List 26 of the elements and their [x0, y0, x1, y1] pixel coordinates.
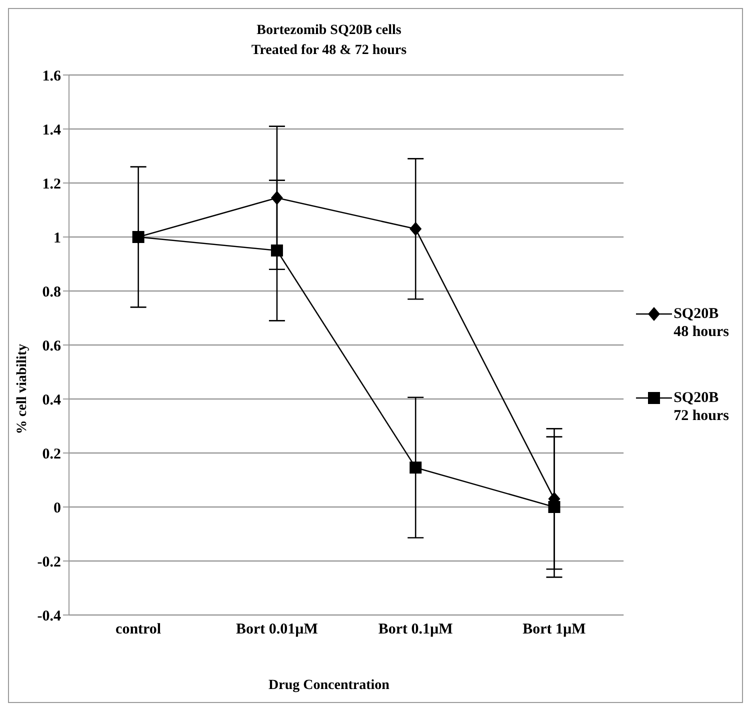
legend-label: SQ20B 48 hours	[674, 305, 729, 341]
x-tick-label: Bort 0.1µM	[378, 622, 453, 638]
y-tick-label: 0.2	[42, 446, 61, 462]
x-axis-title: Drug Concentration	[268, 678, 390, 694]
point	[132, 231, 144, 243]
point	[410, 222, 422, 236]
point	[410, 462, 422, 474]
point	[548, 501, 560, 513]
y-tick-label: 1.4	[42, 122, 62, 138]
y-tick-label: -0.2	[37, 554, 61, 570]
y-tick-label: 1	[54, 230, 61, 246]
y-axis-title: % cell viability	[15, 344, 31, 434]
y-tick-label: 0.8	[42, 284, 61, 300]
y-tick-label: 1.2	[42, 176, 61, 192]
point	[270, 244, 283, 256]
chart-title: Bortezomib SQ20B cells Treated for 48 & 72 hours	[250, 22, 408, 60]
x-tick-label: Bort 1µM	[522, 622, 586, 638]
y-tick-label: 0.6	[42, 338, 62, 354]
y-tick-label: -0.4	[37, 608, 62, 624]
y-tick-label: 1.6	[42, 68, 62, 84]
legend-label: SQ20B 72 hours	[674, 389, 729, 425]
x-tick-label: Bort 0.01µM	[236, 622, 318, 638]
y-tick-label: 0	[54, 500, 61, 516]
x-tick-label: control	[116, 622, 162, 638]
y-tick-label: 0.4	[42, 392, 62, 408]
point	[270, 190, 283, 205]
